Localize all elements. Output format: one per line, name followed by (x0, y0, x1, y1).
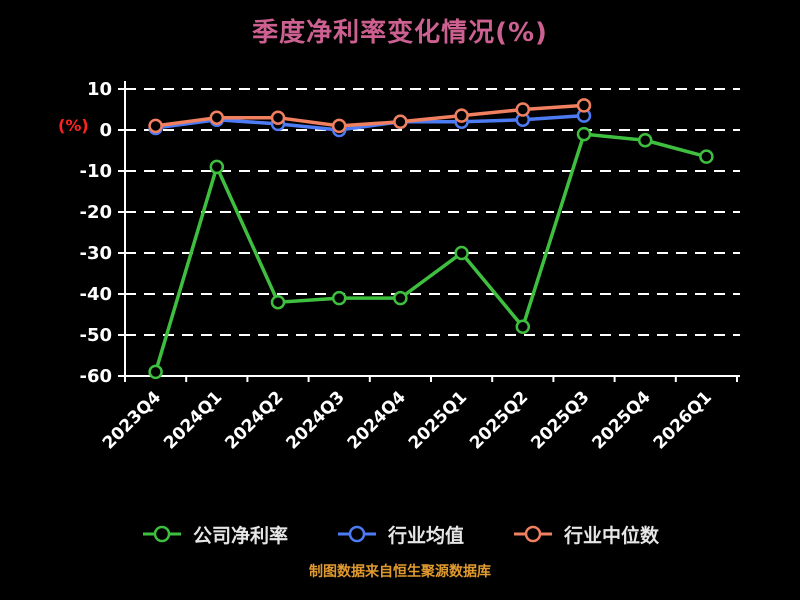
series-0 (148, 126, 714, 380)
svg-text:10: 10 (87, 79, 112, 100)
legend-marker-icon (514, 525, 552, 543)
svg-text:-20: -20 (79, 202, 112, 223)
svg-text:2024Q1: 2024Q1 (160, 387, 226, 453)
svg-text:2025Q4: 2025Q4 (589, 387, 655, 453)
svg-text:-40: -40 (79, 284, 112, 305)
chart-legend: 公司净利率 行业均值 行业中位数 (0, 511, 800, 557)
svg-text:-60: -60 (79, 366, 112, 387)
svg-text:2024Q3: 2024Q3 (283, 387, 349, 453)
y-axis-labels: 10 0 -10 -20 -30 -40 -50 -60 (79, 79, 125, 387)
svg-text:-50: -50 (79, 325, 112, 346)
legend-item-company-net-margin[interactable]: 公司净利率 (141, 521, 288, 548)
svg-text:-30: -30 (79, 243, 112, 264)
y-axis-unit-label: (%) (58, 116, 89, 135)
svg-text:2025Q3: 2025Q3 (527, 387, 593, 453)
legend-marker-icon (337, 525, 376, 543)
series-2 (148, 98, 592, 134)
legend-label: 行业中位数 (564, 524, 660, 547)
svg-text:-10: -10 (79, 161, 112, 182)
svg-text:2025Q2: 2025Q2 (466, 387, 532, 453)
svg-text:2025Q1: 2025Q1 (405, 387, 471, 453)
gridlines (125, 88, 740, 336)
legend-item-industry-median[interactable]: 行业中位数 (512, 521, 659, 548)
legend-label: 公司净利率 (192, 524, 288, 547)
svg-text:2023Q4: 2023Q4 (99, 387, 165, 453)
x-axis-labels: 2023Q42024Q12024Q22024Q32024Q42025Q12025… (99, 376, 738, 454)
line-chart-canvas: 100-10-20-30-40-50-60(%)2023Q42024Q12024… (58, 79, 740, 454)
svg-text:2024Q2: 2024Q2 (221, 387, 287, 453)
legend-label: 行业均值 (387, 524, 464, 547)
legend-item-industry-average[interactable]: 行业均值 (336, 521, 464, 548)
legend-marker-icon (142, 525, 181, 543)
chart-title: 季度净利率变化情况(%) (252, 18, 548, 48)
svg-text:2024Q4: 2024Q4 (344, 387, 410, 453)
data-source-caption: 制图数据来自恒生聚源数据库 (309, 564, 491, 580)
svg-text:0: 0 (99, 120, 112, 141)
svg-text:2026Q1: 2026Q1 (650, 387, 716, 453)
